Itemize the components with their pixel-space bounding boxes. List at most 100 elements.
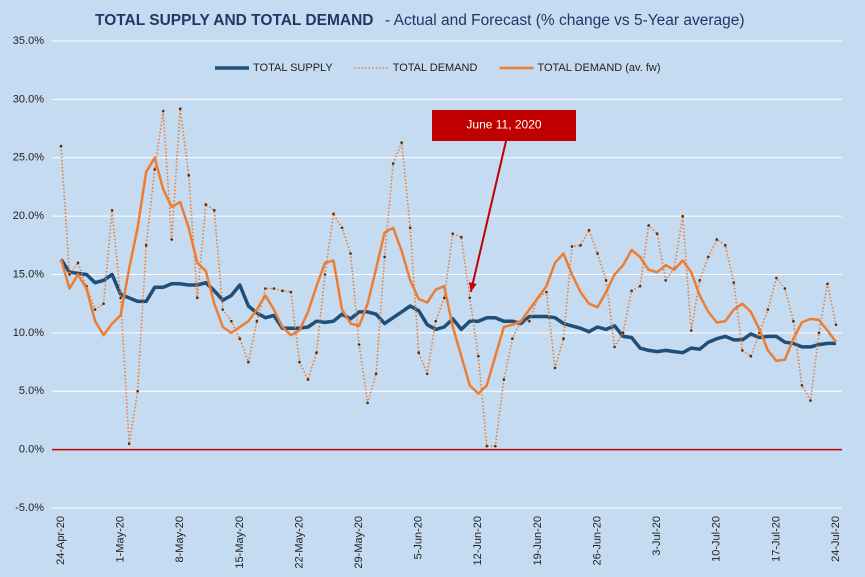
x-tick-label: 29-May-20 — [353, 516, 365, 569]
x-tick-label: 8-May-20 — [174, 516, 186, 562]
data-point — [136, 389, 139, 393]
data-point — [630, 289, 633, 293]
y-tick-label: 35.0% — [13, 35, 44, 47]
data-point — [383, 255, 386, 259]
data-point — [655, 232, 659, 235]
y-tick-label: 0.0% — [19, 444, 44, 456]
data-point — [545, 290, 548, 294]
data-point — [817, 331, 821, 335]
annotation-text: June 11, 2020 — [466, 118, 542, 132]
data-point — [68, 273, 71, 276]
data-point — [425, 372, 429, 376]
data-point — [511, 337, 514, 341]
data-point — [502, 378, 506, 381]
data-point — [792, 319, 795, 323]
data-point — [170, 238, 174, 241]
data-point — [349, 252, 352, 255]
data-point — [323, 273, 327, 276]
data-point — [212, 208, 216, 212]
data-point — [613, 345, 616, 349]
data-point — [332, 212, 335, 216]
data-point — [400, 141, 403, 144]
data-point — [187, 173, 191, 177]
x-tick-label: 22-May-20 — [293, 516, 305, 569]
data-point — [706, 255, 710, 259]
x-tick-label: 15-May-20 — [234, 516, 246, 569]
x-tick-label: 5-Jun-20 — [413, 516, 425, 559]
y-tick-label: 30.0% — [13, 93, 44, 105]
data-point — [442, 296, 446, 300]
data-point — [153, 168, 156, 171]
y-tick-label: 10.0% — [13, 327, 44, 339]
data-point — [127, 442, 131, 446]
series-line — [59, 258, 836, 355]
data-point — [664, 279, 667, 282]
data-point — [766, 308, 770, 311]
data-point — [230, 319, 233, 323]
data-point — [204, 203, 208, 206]
data-point — [749, 354, 753, 358]
data-point — [783, 287, 787, 290]
data-point — [723, 244, 727, 247]
data-point — [161, 109, 165, 113]
data-point — [621, 331, 625, 335]
data-point — [485, 444, 489, 448]
data-point — [264, 287, 267, 290]
y-tick-label: 25.0% — [13, 152, 44, 164]
data-point — [366, 401, 369, 405]
data-point — [468, 296, 472, 300]
data-point — [93, 308, 97, 311]
data-point — [374, 372, 378, 376]
data-point — [272, 287, 276, 290]
data-point — [715, 238, 719, 241]
x-tick-label: 19-Jun-20 — [532, 516, 544, 566]
x-tick-label: 17-Jul-20 — [770, 516, 782, 562]
annotation-box — [432, 110, 576, 141]
legend-label: TOTAL SUPPLY — [253, 62, 333, 74]
data-point — [775, 276, 778, 280]
legend-label: TOTAL DEMAND — [393, 62, 478, 74]
data-point — [596, 252, 599, 255]
x-tick-label: 24-Jul-20 — [830, 516, 842, 562]
x-tick-label: 3-Jul-20 — [651, 516, 663, 556]
x-tick-label: 12-Jun-20 — [472, 516, 484, 566]
data-point — [408, 226, 412, 230]
annotation-arrow — [469, 140, 507, 293]
chart-subtitle: - Actual and Forecast (% change vs 5-Yea… — [385, 12, 745, 29]
x-tick-label: 1-May-20 — [115, 516, 127, 562]
data-point — [732, 281, 736, 284]
data-point — [741, 349, 744, 352]
y-tick-label: 15.0% — [13, 268, 44, 280]
data-point — [528, 319, 531, 323]
data-point — [306, 378, 310, 381]
data-point — [434, 319, 438, 323]
data-point — [647, 224, 650, 227]
data-point — [357, 343, 361, 346]
data-point — [110, 208, 114, 212]
data-point — [689, 329, 693, 332]
y-tick-label: 20.0% — [13, 210, 44, 222]
data-point — [247, 360, 250, 364]
data-point — [562, 337, 565, 341]
data-point — [59, 144, 63, 148]
data-point — [178, 107, 182, 111]
data-point — [255, 319, 259, 323]
x-tick-label: 26-Jun-20 — [591, 516, 603, 566]
data-point — [417, 351, 420, 355]
data-point — [315, 351, 318, 355]
data-point — [681, 214, 685, 218]
data-point — [451, 232, 455, 235]
data-point — [221, 308, 225, 311]
data-point — [391, 162, 395, 165]
data-point — [340, 226, 344, 230]
data-point — [289, 290, 293, 294]
data-point — [281, 289, 284, 293]
data-point — [570, 245, 574, 248]
data-point — [826, 282, 829, 286]
data-point — [579, 244, 582, 247]
data-point — [119, 296, 122, 300]
y-tick-label: 5.0% — [19, 385, 44, 397]
data-point — [638, 284, 642, 288]
data-point — [834, 323, 838, 327]
data-point — [698, 279, 702, 282]
